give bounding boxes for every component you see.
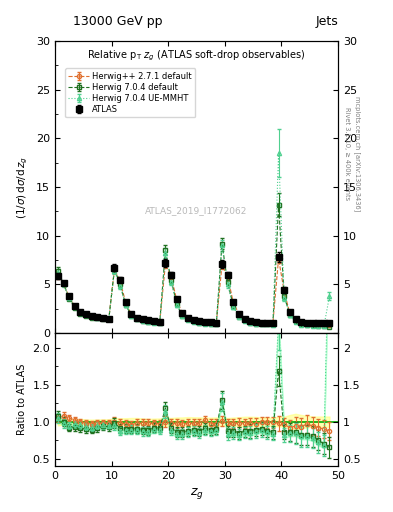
Legend: Herwig++ 2.7.1 default, Herwig 7.0.4 default, Herwig 7.0.4 UE-MMHT, ATLAS: Herwig++ 2.7.1 default, Herwig 7.0.4 def… [65, 69, 195, 117]
X-axis label: $z_g$: $z_g$ [189, 486, 204, 501]
Y-axis label: $(1/\sigma)\,\mathrm{d}\sigma/\mathrm{d}\,z_g$: $(1/\sigma)\,\mathrm{d}\sigma/\mathrm{d}… [16, 156, 31, 219]
Text: Rivet 3.1.10, ≥ 400k events: Rivet 3.1.10, ≥ 400k events [344, 107, 350, 200]
Y-axis label: Ratio to ATLAS: Ratio to ATLAS [17, 364, 27, 435]
Text: ATLAS_2019_I1772062: ATLAS_2019_I1772062 [145, 206, 248, 215]
Text: mcplots.cern.ch [arXiv:1306.3436]: mcplots.cern.ch [arXiv:1306.3436] [354, 96, 360, 211]
Text: Jets: Jets [315, 15, 338, 28]
Text: Relative $\mathrm{p_T}\ z_g$ (ATLAS soft-drop observables): Relative $\mathrm{p_T}\ z_g$ (ATLAS soft… [87, 48, 306, 62]
Text: 13000 GeV pp: 13000 GeV pp [73, 15, 163, 28]
